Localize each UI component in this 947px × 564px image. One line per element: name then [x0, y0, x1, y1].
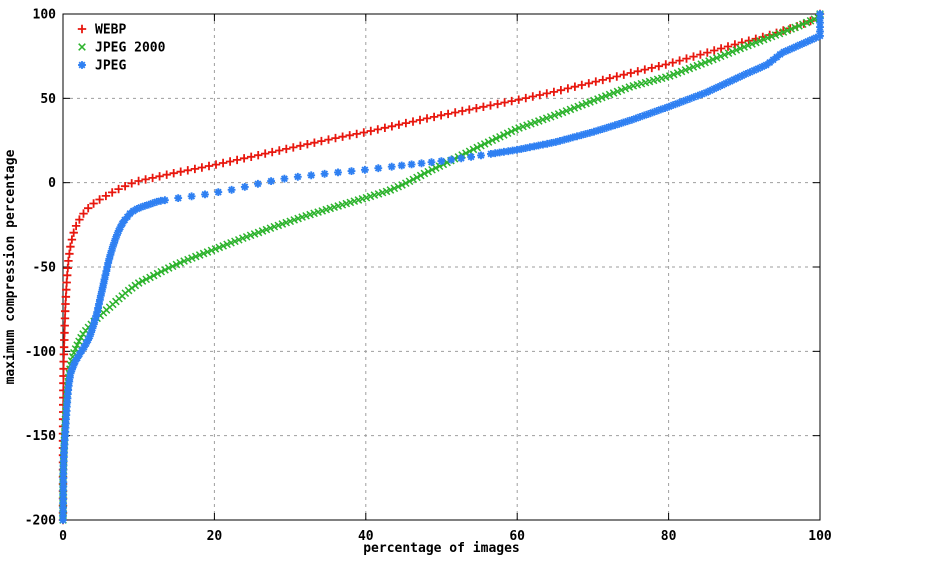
tick-labels: 0 20 40 60 80 100 100 50 0 -50 -100 -150 -200: [25, 8, 832, 545]
x-tick-label-60: 60: [509, 529, 525, 544]
legend-label: WEBP: [95, 23, 126, 38]
y-tick-label--50: -50: [33, 261, 57, 276]
y-tick-label--200: -200: [25, 514, 56, 529]
x-axis-title: percentage of images: [363, 541, 520, 556]
x-tick-label-40: 40: [358, 529, 374, 544]
legend-entry-jpeg: JPEG: [78, 59, 126, 74]
x-tick-label-100: 100: [808, 529, 832, 544]
legend: WEBP JPEG 2000 JPEG: [77, 23, 166, 74]
legend-label: JPEG 2000: [95, 41, 166, 56]
plus-marker-icon: [77, 24, 87, 34]
grid: [63, 14, 820, 520]
y-tick-label--150: -150: [25, 429, 56, 444]
cross-marker-icon: [78, 43, 86, 51]
asterisk-marker-icon: [78, 61, 86, 69]
legend-entry-jpeg-2000: JPEG 2000: [78, 41, 166, 56]
x-tick-label-80: 80: [661, 529, 677, 544]
y-tick-label-50: 50: [40, 92, 56, 107]
y-tick-label--100: -100: [25, 345, 56, 360]
x-tick-label-0: 0: [59, 529, 67, 544]
y-tick-label-100: 100: [33, 8, 57, 23]
plot-border: [62, 13, 821, 521]
series-layer: [58, 9, 825, 525]
y-axis-title: maximum compression percentage: [3, 149, 18, 384]
series-jpeg: [59, 10, 824, 524]
legend-entry-webp: WEBP: [77, 23, 126, 38]
legend-label: JPEG: [95, 59, 126, 74]
series-markers: [59, 10, 824, 524]
y-tick-label-0: 0: [48, 176, 56, 191]
x-tick-label-20: 20: [207, 529, 223, 544]
